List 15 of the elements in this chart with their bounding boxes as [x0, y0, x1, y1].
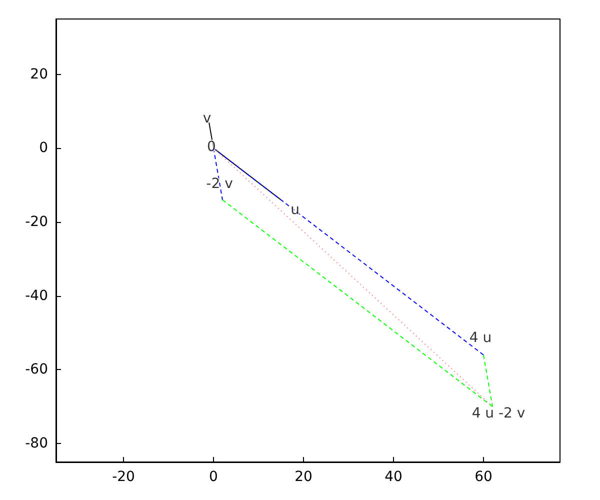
x-tick-label: -20 — [112, 469, 135, 485]
y-tick-label: 0 — [39, 140, 48, 156]
x-tick-label: 20 — [294, 469, 312, 485]
y-tick-label: -20 — [25, 214, 48, 230]
annotation: v — [202, 110, 212, 126]
x-tick-label: 60 — [474, 469, 492, 485]
x-tick-label: 40 — [384, 469, 402, 485]
y-tick-label: -40 — [25, 288, 48, 304]
y-tick-label: -80 — [25, 436, 48, 452]
annotation: 4 u -2 v — [472, 406, 526, 422]
x-tick-label: 0 — [209, 469, 218, 485]
annotation: 4 u — [469, 330, 492, 346]
annotation: -2 v — [206, 176, 233, 192]
y-tick-label: -60 — [25, 362, 48, 378]
y-tick-label: 20 — [30, 66, 48, 82]
